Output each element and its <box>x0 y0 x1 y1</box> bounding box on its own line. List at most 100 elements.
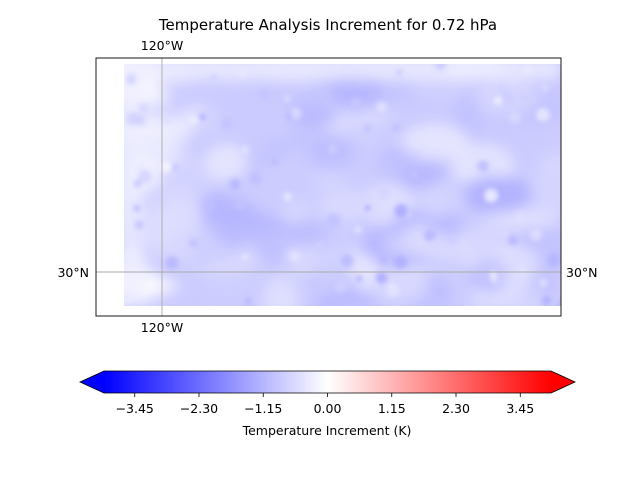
field-speck <box>447 234 458 246</box>
field-speck <box>283 192 293 202</box>
field-patch <box>144 216 199 263</box>
field-speck <box>304 131 316 143</box>
field-speck <box>172 165 177 170</box>
field-speck <box>137 169 152 184</box>
colorbar-tick-label: 1.15 <box>378 401 406 416</box>
field-speck <box>340 254 354 268</box>
field-speck <box>133 179 142 188</box>
field-patch <box>309 139 355 171</box>
field-speck <box>473 64 482 69</box>
gridlines <box>96 58 561 316</box>
field-speck <box>134 114 147 126</box>
field-speck <box>365 205 371 211</box>
field-speck <box>410 170 418 179</box>
field-speck <box>355 275 363 282</box>
field-patch <box>310 245 347 268</box>
colorbar-tick-label: −2.30 <box>180 401 218 416</box>
field-speck <box>328 145 337 154</box>
colorbar-tick-label: 0.00 <box>314 401 342 416</box>
colorbar-label: Temperature Increment (K) <box>242 423 412 438</box>
field-speck <box>508 236 518 246</box>
field-speck <box>315 240 323 248</box>
field-patch <box>124 64 561 80</box>
field-speck <box>354 226 362 234</box>
field-patch <box>348 108 396 126</box>
field-speck <box>538 278 549 288</box>
field-speck <box>202 199 216 213</box>
field-speck <box>380 258 387 264</box>
field-speck <box>484 188 498 203</box>
field-patch <box>424 182 468 214</box>
field-speck <box>240 145 250 155</box>
field-speck <box>523 65 533 75</box>
field-speck <box>541 295 552 306</box>
field-patch <box>473 115 509 146</box>
field-speck <box>379 188 389 199</box>
field-speck <box>334 281 348 294</box>
field-patch <box>390 147 421 169</box>
temperature-increment-field <box>124 64 561 306</box>
field-patch <box>215 81 274 119</box>
field-speck <box>160 161 172 173</box>
field-speck <box>284 95 291 102</box>
latitude-label-left: 30°N <box>57 265 89 280</box>
map-frame <box>95 57 562 317</box>
field-speck <box>363 124 372 133</box>
field-speck <box>386 283 400 297</box>
field-speck <box>189 115 198 124</box>
field-patch <box>281 201 312 223</box>
field-speck <box>133 205 141 212</box>
field-speck <box>125 73 137 85</box>
field-speck <box>198 113 207 121</box>
colorbar-tick-label: 2.30 <box>442 401 470 416</box>
colorbar-tick-label: −1.15 <box>244 401 282 416</box>
field-speck <box>258 89 268 99</box>
colorbar-gradient <box>104 371 551 393</box>
field-speck <box>546 253 561 267</box>
field-speck <box>165 256 179 270</box>
colorbar-extend-low <box>80 371 104 393</box>
field-speck <box>163 117 171 125</box>
colorbar-tick-label: 3.45 <box>506 401 534 416</box>
field-speck <box>326 213 341 228</box>
field-patch <box>205 144 248 180</box>
colorbar-tick-label: −3.45 <box>116 401 154 416</box>
field-speck <box>508 111 522 124</box>
field-patch <box>514 283 547 306</box>
field-speck <box>518 267 527 275</box>
field-speck <box>220 118 232 130</box>
field-speck <box>556 300 561 306</box>
field-speck <box>234 199 246 211</box>
colorbar: −3.45 −2.30 −1.15 0.00 1.15 2.30 3.45 Temperat… <box>79 370 576 438</box>
field-speck <box>124 292 132 304</box>
field-speck <box>396 69 403 76</box>
field-speck <box>289 107 302 120</box>
field-patch <box>262 276 299 306</box>
field-speck <box>392 124 400 131</box>
field-speck <box>541 84 550 93</box>
latitude-label-right: 30°N <box>566 265 598 280</box>
field-speck <box>489 270 497 279</box>
field-patch <box>401 124 470 161</box>
field-speck <box>199 234 214 249</box>
longitude-label-bottom: 120°W <box>141 320 183 335</box>
colorbar-extend-high <box>551 371 575 393</box>
field-patch <box>318 288 376 306</box>
field-speck <box>375 272 388 284</box>
field-patch <box>471 256 507 293</box>
map-title: Temperature Analysis Increment for 0.72 … <box>158 16 497 34</box>
field-speck <box>271 158 278 165</box>
field-speck <box>493 96 502 105</box>
field-patch <box>288 219 328 248</box>
field-speck <box>536 107 550 122</box>
field-speck <box>138 103 149 114</box>
field-speck <box>501 91 515 105</box>
field-speck <box>242 254 248 260</box>
field-speck <box>229 178 241 190</box>
field-patch <box>380 229 452 258</box>
field-patch <box>263 138 295 157</box>
field-speck <box>488 221 496 229</box>
field-patch <box>474 217 505 254</box>
field-speck <box>434 64 447 71</box>
